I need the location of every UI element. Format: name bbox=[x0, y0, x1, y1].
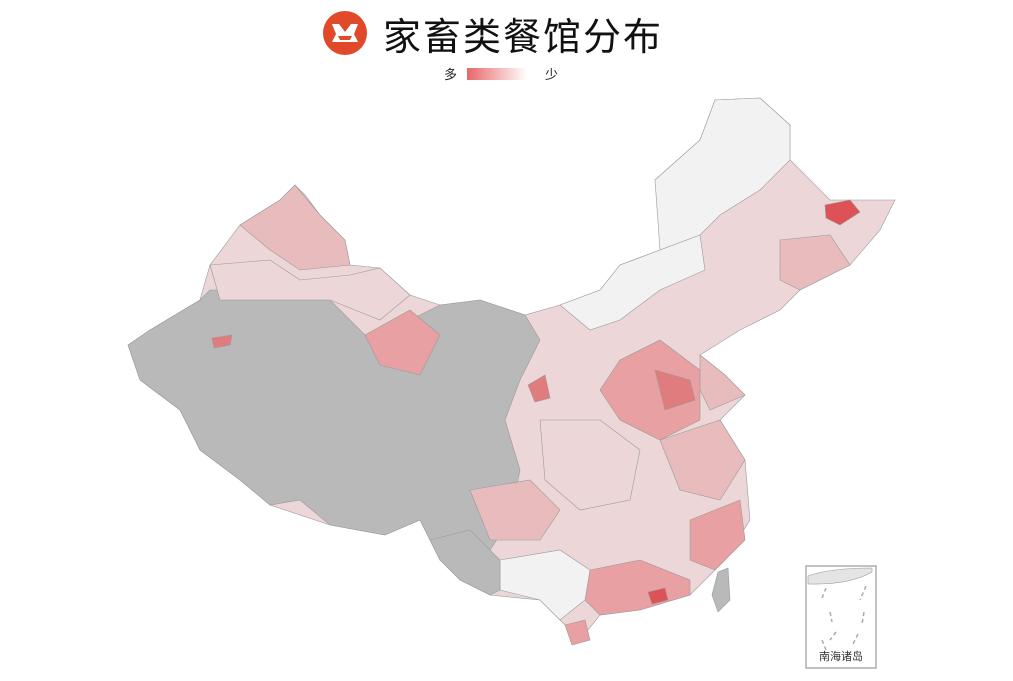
region-xinjiang-mid bbox=[209, 259, 411, 321]
region-yangtze-east bbox=[659, 419, 746, 501]
region-xinjiang-north bbox=[239, 184, 351, 271]
brand-logo bbox=[323, 11, 367, 55]
south-china-sea-inset: 南海诸岛 bbox=[805, 565, 877, 669]
color-legend: 多 少 bbox=[444, 64, 558, 83]
region-north-china-plain bbox=[599, 339, 701, 441]
region-beijing-tianjin bbox=[654, 369, 696, 411]
region-tibet-qinghai-no-data bbox=[127, 289, 541, 581]
region-heilongjiang-east-dark bbox=[824, 199, 861, 226]
region-inner-mongolia-light bbox=[559, 234, 706, 331]
region-qinghai-dark-spot bbox=[527, 374, 551, 403]
region-shenzhen-hk-dark bbox=[647, 587, 669, 605]
inset-label: 南海诸岛 bbox=[819, 649, 863, 663]
region-jilin bbox=[779, 234, 851, 291]
region-gansu-ningxia bbox=[364, 309, 441, 376]
region-fujian-zhejiang bbox=[689, 499, 746, 571]
region-shandong bbox=[699, 354, 746, 411]
region-hainan bbox=[564, 619, 591, 646]
legend-gradient-bar bbox=[467, 67, 528, 80]
region-xinjiang-west-dot bbox=[211, 334, 233, 349]
region-yunnan-no-data bbox=[429, 529, 501, 596]
map-title: 家畜类餐馆分布 bbox=[383, 15, 664, 59]
region-guangxi-light bbox=[499, 549, 591, 621]
region-taiwan bbox=[711, 567, 731, 613]
legend-low-label: 少 bbox=[545, 68, 559, 83]
legend-high-label: 多 bbox=[444, 68, 458, 83]
region-sichuan-chongqing bbox=[469, 479, 561, 541]
region-central bbox=[539, 419, 641, 511]
